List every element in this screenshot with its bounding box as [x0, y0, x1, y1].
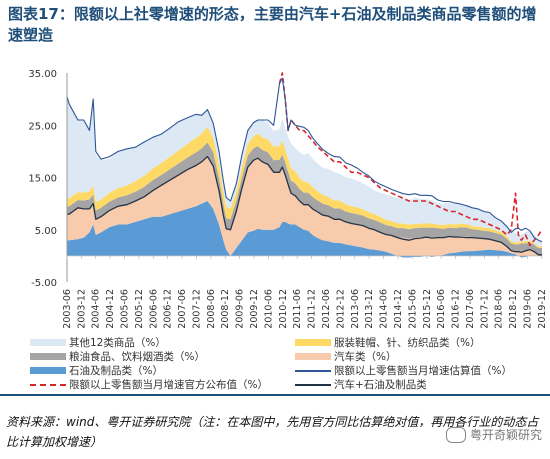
legend-line: [295, 383, 331, 386]
area-series-4: [67, 96, 542, 247]
x-tick-label: 2016-06: [436, 289, 447, 329]
x-tick-label: 2017-06: [465, 289, 476, 329]
legend-item-estimate: 限额以上零售额当月增速估算值（%）: [295, 363, 512, 378]
x-tick-label: 2012-12: [335, 289, 346, 329]
legend-item-other12: 其他12类商品（%）: [30, 335, 166, 350]
y-tick-label: 5.00: [35, 226, 57, 237]
x-tick-label: 2004-06: [91, 289, 102, 329]
x-tick-label: 2010-06: [263, 289, 274, 329]
x-tick-label: 2007-12: [191, 289, 202, 329]
legend-item-auto: 汽车类（%）: [295, 349, 396, 364]
line-series-0: [278, 72, 543, 247]
legend-item-food: 粮油食品、饮料烟酒类（%）: [30, 349, 205, 364]
legend-swatch: [30, 353, 66, 360]
legend-swatch: [30, 367, 66, 374]
divider: [0, 394, 550, 396]
legend-label: 石油及制品类（%）: [69, 365, 163, 377]
x-tick-label: 2011-06: [292, 289, 303, 329]
x-tick-label: 2008-12: [220, 289, 231, 329]
source-note: 资料来源：wind、粤开证券研究院（注：在本图中，先用官方同比估算绝对值，再用各…: [6, 415, 539, 449]
y-tick-label: 35.00: [28, 69, 57, 80]
x-tick-label: 2006-06: [148, 289, 159, 329]
legend-item-apparel: 服装鞋帽、针、纺织品类（%）: [295, 335, 480, 350]
legend-item-auto-petroleum: 汽车+石油及制品类: [295, 377, 427, 392]
x-tick-label: 2008-06: [206, 289, 217, 329]
x-tick-label: 2017-12: [479, 289, 490, 329]
x-tick-label: 2013-06: [350, 289, 361, 329]
x-tick-label: 2004-12: [105, 289, 116, 329]
chart-legend: 其他12类商品（%） 服装鞋帽、针、纺织品类（%） 粮油食品、饮料烟酒类（%） …: [30, 335, 545, 395]
x-tick-label: 2019-06: [523, 289, 534, 329]
x-tick-label: 2014-12: [393, 289, 404, 329]
legend-swatch: [295, 339, 331, 346]
legend-swatch: [30, 339, 66, 346]
area-series-3: [67, 126, 542, 249]
x-tick-label: 2018-12: [508, 289, 519, 329]
legend-item-petroleum: 石油及制品类（%）: [30, 363, 163, 378]
wechat-icon: [445, 426, 466, 443]
x-tick-label: 2015-06: [407, 289, 418, 329]
stacked-area-chart: 35.00 25.00 15.00 5.00 -5.00 2003-06 2003-12 20…: [28, 69, 548, 329]
legend-label: 限额以上零售额当月增速官方公布值（%）: [69, 379, 268, 391]
x-tick-label: 2003-12: [76, 289, 87, 329]
x-tick-label: 2019-12: [537, 289, 548, 329]
legend-label: 粮油食品、饮料烟酒类（%）: [69, 351, 205, 363]
legend-label: 服装鞋帽、针、纺织品类（%）: [334, 337, 481, 349]
x-tick-label: 2005-06: [119, 289, 130, 329]
y-tick-label: 15.00: [28, 174, 57, 185]
x-tick-label: 2011-12: [307, 289, 318, 329]
x-tick-label: 2005-12: [134, 289, 145, 329]
area-series-0: [67, 201, 542, 256]
legend-label: 其他12类商品（%）: [69, 337, 166, 349]
legend-line: [30, 383, 66, 386]
page-title: 图表17：限额以上社零增速的形态，主要由汽车+石油及制品类商品零售额的增速塑造: [8, 4, 544, 46]
legend-label: 汽车类（%）: [334, 351, 397, 363]
figure-title: 限额以上社零增速的形态，主要由汽车+石油及制品类商品零售额的增速塑造: [8, 5, 537, 44]
watermark-text: 粤开奇颖研究: [469, 428, 542, 442]
legend-item-official: 限额以上零售额当月增速官方公布值（%）: [30, 377, 268, 392]
x-tick-label: 2015-12: [422, 289, 433, 329]
x-tick-label: 2003-06: [62, 289, 73, 329]
legend-swatch: [295, 353, 331, 360]
y-tick-label: 25.00: [28, 121, 57, 132]
x-tick-label: 2010-12: [278, 289, 289, 329]
legend-line: [295, 369, 331, 372]
x-tick-label: 2014-06: [379, 289, 390, 329]
line-series-2: [67, 155, 542, 256]
y-tick-label: -5.00: [31, 278, 57, 289]
watermark: 粤开奇颖研究: [445, 426, 542, 443]
x-tick-label: 2016-12: [451, 289, 462, 329]
x-tick-label: 2018-06: [494, 289, 505, 329]
line-series-1: [66, 77, 543, 243]
area-series-1: [67, 156, 542, 256]
x-tick-label: 2007-06: [177, 289, 188, 329]
x-tick-label: 2006-12: [163, 289, 174, 329]
x-tick-label: 2009-12: [249, 289, 260, 329]
x-tick-label: 2012-06: [321, 289, 332, 329]
figure-label: 图表17：: [8, 5, 74, 23]
x-tick-label: 2009-06: [235, 289, 246, 329]
legend-label: 汽车+石油及制品类: [334, 379, 427, 391]
legend-label: 限额以上零售额当月增速估算值（%）: [334, 365, 512, 377]
x-tick-label: 2013-12: [364, 289, 375, 329]
